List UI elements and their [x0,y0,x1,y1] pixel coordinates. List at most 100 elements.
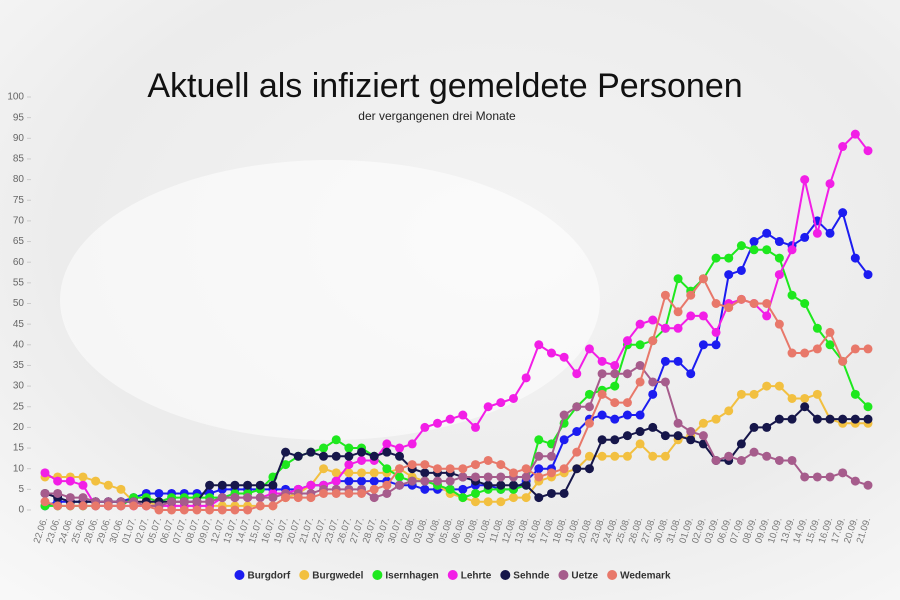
data-point [433,476,443,486]
data-point [382,447,392,457]
data-point [660,451,670,461]
data-point [584,464,594,474]
data-point [660,323,670,333]
data-point [534,464,544,474]
legend-label: Uetze [571,571,598,582]
data-point [863,402,873,412]
data-point [546,348,556,358]
data-point [331,451,341,461]
data-point [344,476,354,486]
data-point [369,484,379,494]
data-point [635,427,645,437]
data-point [787,455,797,465]
data-point [319,451,329,461]
data-point [660,290,670,300]
data-point [470,497,480,507]
data-point [736,439,746,449]
data-point [129,501,139,511]
data-point [648,377,658,387]
data-point [711,299,721,308]
y-tick-label: 0 [18,505,24,516]
data-point [534,472,544,482]
data-point [749,389,759,399]
legend-item: Isernhagen [372,570,439,582]
data-point [508,468,518,478]
data-point [230,493,240,503]
data-point [395,480,405,490]
data-point [230,480,240,490]
legend-label: Burgwedel [312,571,363,582]
data-point [559,435,569,445]
data-point [724,451,734,461]
data-point [762,451,772,461]
data-point [395,472,405,482]
data-point [521,493,531,503]
data-point [774,270,784,280]
data-point [584,389,594,399]
data-point [496,460,506,470]
data-point [78,501,88,511]
data-point [660,377,670,387]
data-point [648,422,658,432]
data-point [167,505,177,515]
data-point [420,460,430,470]
data-point [622,398,632,408]
data-point [205,497,215,507]
y-tick-label: 20 [13,422,25,433]
data-point [331,488,341,498]
data-point [116,501,126,511]
chart-title: Aktuell als infiziert gemeldete Personen [147,67,742,105]
data-point [698,311,708,321]
data-point [40,468,50,478]
data-point [559,488,569,498]
data-point [357,455,367,465]
data-point [521,480,531,490]
data-point [635,340,645,350]
data-point [673,323,683,333]
data-point [863,270,873,280]
data-point [407,460,417,470]
data-point [825,472,835,482]
data-point [762,311,772,321]
data-point [800,402,810,412]
data-point [319,443,329,453]
data-point [369,468,379,478]
data-point [686,435,696,445]
data-point [546,451,556,461]
data-point [268,480,278,490]
legend-item: Lehrte [447,570,492,582]
data-point [534,493,544,503]
data-point [648,451,658,461]
data-point [850,129,860,139]
data-point [800,232,810,242]
data-point [572,369,582,379]
data-point [736,389,746,399]
series [40,274,873,515]
data-point [812,323,822,333]
data-point [635,360,645,370]
data-point [711,414,721,424]
data-point [800,299,810,308]
data-point [660,431,670,441]
data-point [508,393,518,403]
data-point [825,179,835,189]
data-point [433,464,443,474]
data-point [483,402,493,412]
data-point [800,348,810,358]
data-point [812,344,822,354]
data-point [217,505,227,515]
data-point [483,472,493,482]
data-point [698,340,708,350]
data-point [584,402,594,412]
data-point [812,472,822,482]
data-point [458,410,468,420]
data-point [192,497,202,507]
data-point [420,484,430,494]
data-point [344,468,354,478]
data-point [724,270,734,280]
legend-label: Sehnde [513,571,550,582]
y-tick-label: 40 [13,339,25,350]
data-point [141,501,151,511]
data-point [736,241,746,251]
data-point [369,451,379,461]
